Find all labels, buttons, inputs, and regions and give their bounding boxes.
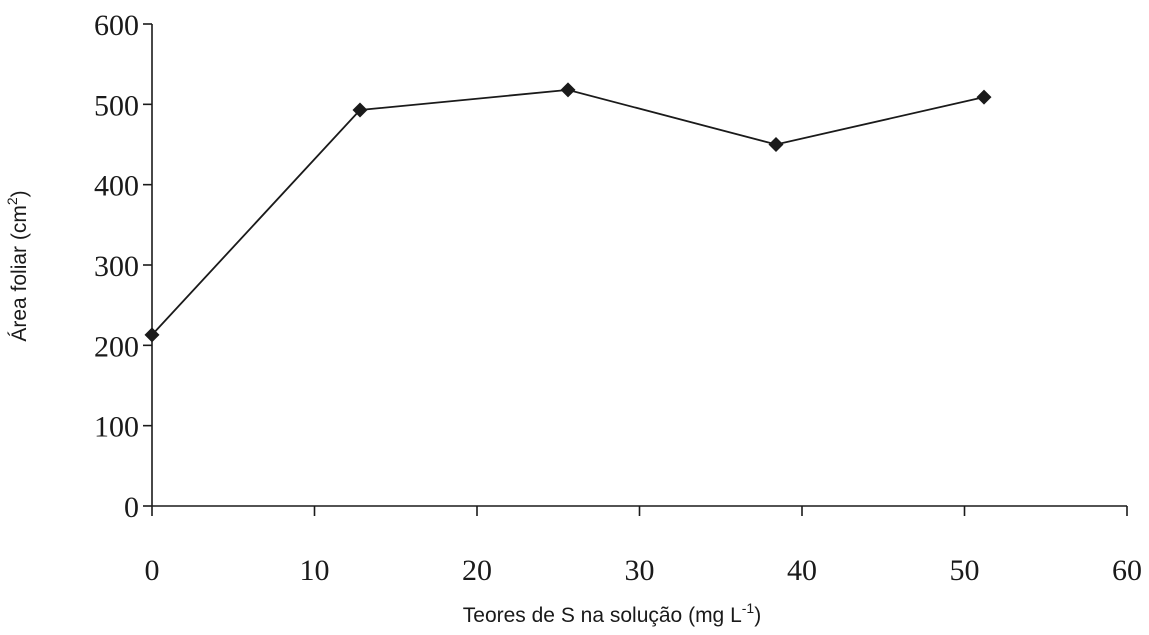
plot-area [144,82,992,343]
y-axis-title-text: Área foliar (cm [8,205,31,342]
x-tick-label: 50 [950,554,980,587]
y-axis: 0 100 200 300 400 500 600 [94,9,153,524]
y-axis-title-suffix: ) [8,190,31,197]
x-tick-label: 60 [1112,554,1142,587]
y-tick-label: 200 [94,330,139,363]
data-point-marker [768,137,784,152]
y-tick-label: 400 [94,170,139,203]
x-tick-label: 20 [462,554,492,587]
y-tick-label: 0 [124,491,139,524]
series-line [151,88,985,336]
x-tick-label: 10 [300,554,330,587]
x-axis-title-suffix: ) [754,604,761,627]
x-axis-title-superscript: -1 [742,600,755,616]
data-point-marker [352,102,368,118]
y-axis-title: Área foliar (cm2) [4,190,31,341]
y-tick-label: 300 [94,250,139,283]
x-tick-label: 40 [787,554,817,587]
y-tick-group: 0 100 200 300 400 500 600 [94,9,152,524]
data-point-marker [976,89,992,105]
x-tick-label: 30 [625,554,655,587]
data-point-marker [144,327,160,343]
data-point-marker [560,82,576,98]
y-tick-label: 100 [94,411,139,444]
y-tick-label: 500 [94,89,139,122]
x-axis-title-text: Teores de S na solução (mg L [463,604,742,627]
x-tick-group: 0 10 20 30 40 50 60 [145,506,1142,587]
y-axis-title-superscript: 2 [4,197,20,205]
x-tick-label: 0 [145,554,160,587]
x-axis-title: Teores de S na solução (mg L-1) [463,600,761,627]
y-tick-label: 600 [94,9,139,42]
x-axis: 0 10 20 30 40 50 60 [145,505,1142,587]
